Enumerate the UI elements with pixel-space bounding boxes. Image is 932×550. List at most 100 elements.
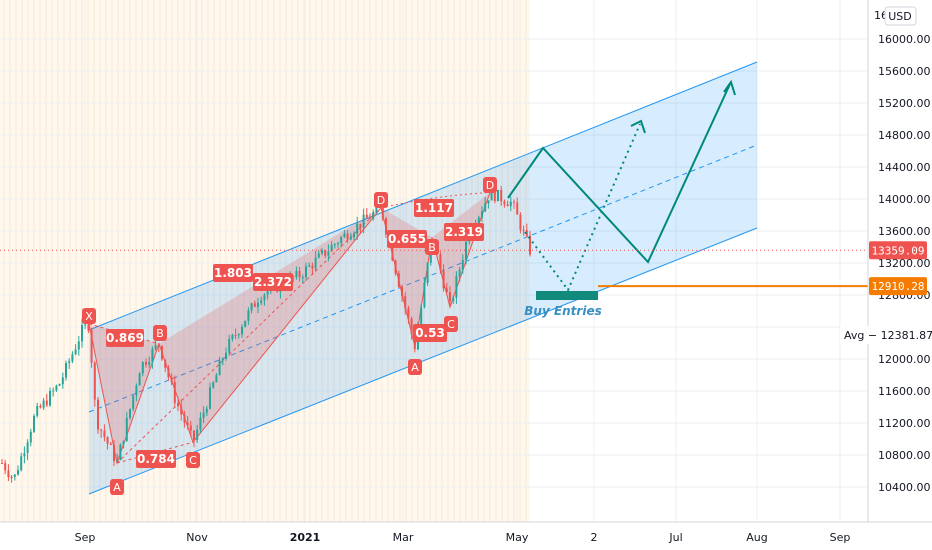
candle-body <box>250 303 253 311</box>
candle-body <box>519 214 522 230</box>
candle-body <box>119 444 122 461</box>
pattern1-ad <box>116 207 382 464</box>
candle-body <box>330 245 333 252</box>
projection-dotted-path[interactable] <box>524 123 641 292</box>
ratio-label: 1.803 <box>214 266 252 280</box>
projection-solid-path[interactable] <box>507 83 731 264</box>
projection-dotted-arrowhead <box>630 119 646 134</box>
candle-body <box>372 212 375 219</box>
candle-body <box>407 308 410 319</box>
candle-body <box>74 349 77 355</box>
candle-body <box>81 325 83 342</box>
candle-body <box>394 260 397 274</box>
candle-body <box>423 282 426 308</box>
x-tick-label: Jul <box>668 531 682 544</box>
candle-body <box>218 360 221 376</box>
x-tick-label: 2 <box>591 531 598 544</box>
candle-body <box>49 390 51 406</box>
candle-body <box>266 291 269 295</box>
candle-body <box>84 324 87 326</box>
pattern-xab-fill <box>89 323 159 463</box>
channel-lower-line[interactable] <box>88 227 758 495</box>
candle-body <box>237 334 240 336</box>
candle-body <box>522 229 525 231</box>
candle-body <box>77 341 80 350</box>
candle-body <box>42 400 45 408</box>
candle-body <box>93 362 96 400</box>
candle-body <box>503 201 506 205</box>
candle-body <box>29 431 32 443</box>
price-tag-label: 13359.09 <box>872 244 925 257</box>
candle-body <box>308 265 311 267</box>
candle-body <box>161 345 163 360</box>
candlesticks <box>1 183 531 483</box>
pattern-point-label: D <box>377 194 385 207</box>
price-tag-bg <box>869 241 927 260</box>
candle-body <box>52 390 55 392</box>
candle-body <box>253 303 256 307</box>
candle-body <box>1 463 3 464</box>
x-tick-label: Sep <box>75 531 96 544</box>
y-tick-label: 12000.00 <box>878 353 931 366</box>
candle-body <box>26 442 29 454</box>
candle-body <box>343 233 346 238</box>
candle-body <box>167 367 170 378</box>
candle-body <box>17 470 19 475</box>
ratio-badge <box>253 273 293 291</box>
candle-body <box>404 296 407 309</box>
pattern1-ac <box>116 441 194 464</box>
projection-paths[interactable]: Buy Entries <box>0 79 868 318</box>
currency-label: USD <box>888 10 912 23</box>
pattern-point-badge <box>483 177 497 193</box>
currency-badge[interactable]: USD <box>884 6 917 26</box>
trend-channel[interactable] <box>88 61 758 495</box>
y-tick-label: 11600.00 <box>878 385 931 398</box>
pattern-point-badge <box>425 239 439 255</box>
candle-body <box>490 188 493 201</box>
candle-body <box>231 334 234 340</box>
avg-tag: Avg − 12381.87 <box>840 326 932 344</box>
candle-body <box>71 354 74 362</box>
candle-body <box>439 254 442 270</box>
pattern-point-badge <box>110 479 124 495</box>
candle-body <box>244 320 247 327</box>
pattern-point-label: A <box>411 361 419 374</box>
candle-body <box>13 474 16 477</box>
candle-body <box>116 460 119 462</box>
channel-upper-line[interactable] <box>88 61 758 331</box>
candle-body <box>221 358 224 361</box>
candle-body <box>212 382 215 388</box>
y-tick-label: 10400.00 <box>878 481 931 494</box>
y-tick-label: 15600.00 <box>878 65 931 78</box>
y-tick-label: 13600.00 <box>878 225 931 238</box>
candle-body <box>333 244 336 246</box>
buy-entries-label: Buy Entries <box>524 304 601 318</box>
pattern-point-badge <box>153 325 167 341</box>
candle-body <box>202 412 205 418</box>
candle-body <box>493 188 496 202</box>
channel-fill <box>89 62 757 494</box>
candle-body <box>186 422 189 426</box>
candle-body <box>314 257 317 269</box>
price-axis[interactable]: 10400.00 10800.00 11200.00 11600.00 12000.00… <box>840 0 932 522</box>
pattern-point-label: B <box>156 327 164 340</box>
candle-body <box>247 310 250 321</box>
candle-body <box>157 345 160 347</box>
ratio-badge <box>413 324 447 342</box>
time-axis[interactable]: Sep Nov 2021 Mar May 2 Jul Aug Sep <box>0 521 932 550</box>
candle-body <box>113 444 115 462</box>
x-tick-label: May <box>506 531 529 544</box>
candle-body <box>129 408 131 418</box>
ratio-badge <box>387 230 427 248</box>
candle-body <box>301 277 304 279</box>
channel-mid-line[interactable] <box>88 144 758 413</box>
candle-body <box>461 260 464 270</box>
x-tick-label: Nov <box>186 531 208 544</box>
candle-body <box>317 253 320 258</box>
buy-entry-zone[interactable] <box>536 291 598 300</box>
candle-body <box>189 425 192 431</box>
candle-body <box>145 361 147 365</box>
y-tick-label: 14800.00 <box>878 129 931 142</box>
candle-body <box>311 265 314 269</box>
